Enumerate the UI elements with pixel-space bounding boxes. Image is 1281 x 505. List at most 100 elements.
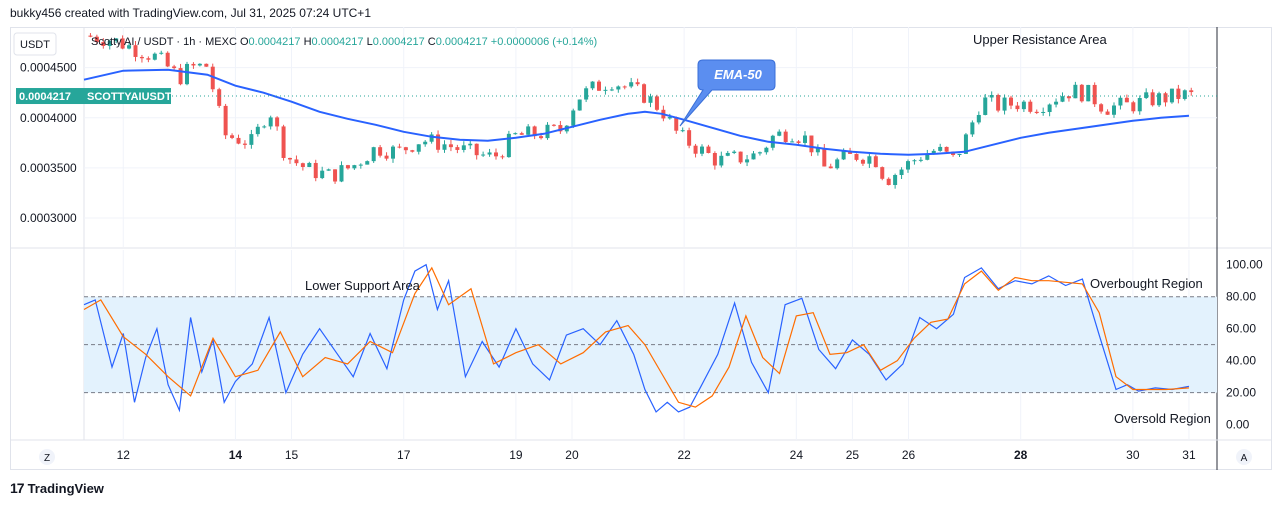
candle-body bbox=[597, 81, 601, 91]
x-tick-label: 22 bbox=[677, 448, 691, 462]
candle-body bbox=[423, 141, 428, 145]
candle-body bbox=[963, 134, 968, 154]
candle-body bbox=[777, 131, 782, 136]
candle-body bbox=[906, 161, 910, 170]
candle-body bbox=[783, 131, 788, 143]
legend-part: C bbox=[428, 36, 436, 48]
candle-body bbox=[210, 66, 215, 90]
candle-body bbox=[1092, 84, 1097, 105]
candle-body bbox=[828, 166, 833, 169]
oscillator-tick-label: 40.00 bbox=[1226, 354, 1256, 368]
ema-callout bbox=[679, 59, 776, 127]
candle-body bbox=[706, 146, 711, 153]
candle-body bbox=[809, 135, 814, 153]
candle-body bbox=[94, 36, 99, 43]
candle-body bbox=[88, 35, 93, 37]
candle-body bbox=[1066, 96, 1071, 99]
x-tick-label: 31 bbox=[1182, 448, 1196, 462]
x-tick-label: 30 bbox=[1126, 448, 1140, 462]
candle-body bbox=[944, 146, 949, 152]
last-price-value: 0.0004217 bbox=[19, 91, 71, 103]
candle-body bbox=[146, 58, 151, 60]
legend-part: 0.0004217 bbox=[249, 36, 304, 48]
candle-body bbox=[410, 150, 415, 152]
candle-body bbox=[1157, 93, 1162, 106]
candle-body bbox=[152, 53, 157, 60]
candle-body bbox=[191, 63, 196, 66]
ema-callout-label: EMA-50 bbox=[714, 67, 762, 82]
candle-body bbox=[204, 63, 209, 67]
candle-body bbox=[1009, 97, 1013, 106]
x-tick-label: 19 bbox=[509, 448, 523, 462]
candle-body bbox=[436, 134, 441, 150]
candle-body bbox=[603, 89, 608, 91]
candle-body bbox=[931, 150, 936, 154]
candle-body bbox=[513, 133, 518, 135]
candle-body bbox=[101, 42, 106, 46]
legend-part: L bbox=[367, 36, 373, 48]
candle-body bbox=[899, 169, 904, 175]
timezone-button bbox=[39, 449, 55, 465]
upper-resistance-label: Upper Resistance Area bbox=[973, 32, 1107, 47]
candle-body bbox=[822, 148, 827, 167]
candle-body bbox=[622, 86, 627, 88]
candle-body bbox=[165, 52, 170, 67]
candle-body bbox=[957, 153, 962, 156]
x-tick-label: 26 bbox=[902, 448, 916, 462]
candle-body bbox=[307, 162, 312, 167]
candle-body bbox=[506, 133, 511, 158]
candle-body bbox=[918, 159, 923, 161]
candle-body bbox=[230, 135, 235, 138]
candle-body bbox=[487, 152, 492, 155]
candle-body bbox=[635, 82, 640, 85]
candle-body bbox=[1176, 88, 1181, 99]
candle-body bbox=[320, 170, 325, 179]
legend-part: 0.0004217 bbox=[436, 36, 491, 48]
candle-body bbox=[1047, 104, 1052, 112]
candle-body bbox=[1060, 96, 1065, 102]
candle-body bbox=[217, 89, 222, 106]
candle-body bbox=[732, 151, 737, 153]
candle-body bbox=[725, 152, 730, 156]
candle-body bbox=[616, 86, 621, 90]
candle-body bbox=[526, 126, 531, 135]
candle-body bbox=[712, 152, 717, 166]
candle-body bbox=[494, 152, 498, 157]
last-price-ticker: SCOTTYAIUSDT bbox=[87, 91, 172, 103]
price-tick-label: 0.0003000 bbox=[20, 211, 77, 225]
candle-body bbox=[114, 38, 119, 41]
candle-body bbox=[1086, 84, 1091, 102]
candle-body bbox=[429, 134, 434, 142]
tradingview-brand: TradingView bbox=[27, 480, 104, 496]
candle-body bbox=[223, 105, 228, 136]
oscillator-tick-label: 80.00 bbox=[1226, 290, 1256, 304]
candle-body bbox=[333, 169, 338, 182]
x-tick-label: 15 bbox=[285, 448, 299, 462]
candle-body bbox=[172, 66, 177, 69]
currency-button-label: USDT bbox=[20, 39, 50, 51]
candlestick-series bbox=[88, 33, 1194, 189]
candle-body bbox=[880, 167, 885, 179]
candle-body bbox=[249, 134, 254, 145]
price-tick-label: 0.0004500 bbox=[20, 61, 77, 75]
candle-body bbox=[339, 165, 344, 182]
candle-body bbox=[159, 52, 164, 54]
candle-body bbox=[397, 146, 402, 148]
candle-body bbox=[127, 45, 132, 49]
candle-body bbox=[294, 159, 299, 164]
candle-body bbox=[700, 146, 704, 154]
timezone-button-label: Z bbox=[44, 453, 50, 464]
stoch-d-line bbox=[83, 266, 1190, 408]
candle-body bbox=[648, 96, 653, 103]
x-tick-label: 17 bbox=[397, 448, 411, 462]
candle-body bbox=[577, 99, 582, 111]
candle-body bbox=[300, 163, 305, 167]
candle-body bbox=[532, 126, 537, 137]
candle-body bbox=[326, 169, 331, 171]
currency-button bbox=[13, 32, 57, 56]
ohlc-legend: Scotty AI / USDT · 1h · MEXC O0.0004217 … bbox=[91, 36, 597, 48]
candle-body bbox=[886, 178, 891, 185]
auto-scale-button-label: A bbox=[1241, 453, 1248, 464]
candle-body bbox=[680, 130, 685, 132]
